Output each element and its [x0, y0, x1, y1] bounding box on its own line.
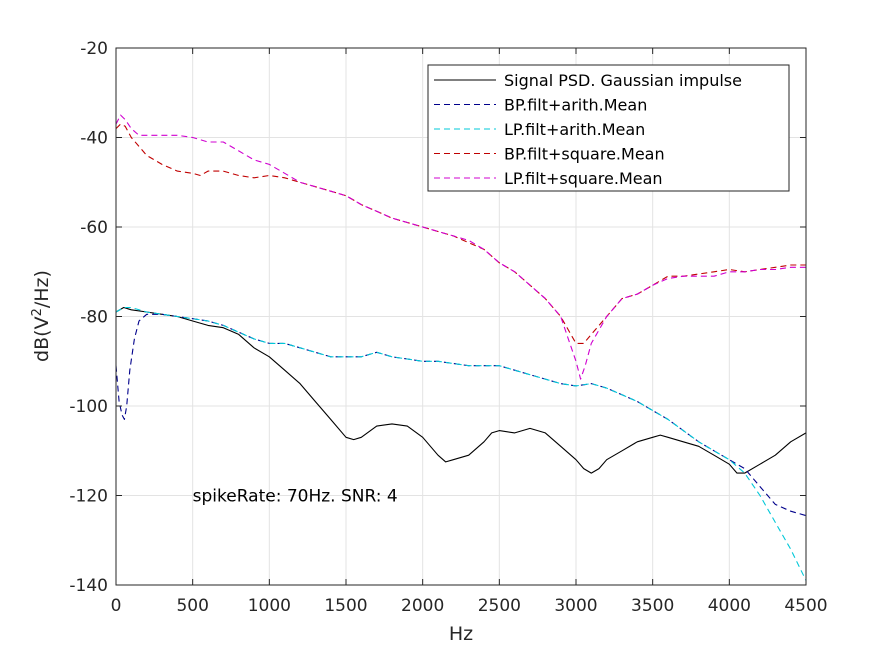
- series-line-5: [115, 114, 806, 380]
- legend-label-1: Signal PSD. Gaussian impulse: [504, 71, 742, 90]
- legend-box: [427, 64, 790, 192]
- legend-label-2: BP.filt+arith.Mean: [504, 96, 647, 115]
- legend-label-5: LP.filt+square.Mean: [504, 169, 663, 188]
- y-axis-label-main: dB(V: [31, 316, 53, 362]
- legend: Signal PSD. Gaussian impulse BP.filt+arit…: [427, 64, 790, 192]
- y-axis-label: dB(V2/Hz): [30, 270, 54, 362]
- x-tick-label: 500: [176, 596, 208, 616]
- series-line-1: [115, 306, 807, 474]
- y-tick-label: -80: [80, 308, 108, 328]
- axis-ticks: 0 500 1000 1500 2000 2500 3000 3500 4000 4500 -140…: [69, 39, 827, 616]
- y-tick-label: -40: [80, 129, 108, 149]
- legend-label-4: BP.filt+square.Mean: [504, 145, 665, 164]
- x-tick-label: 1500: [324, 596, 367, 616]
- y-tick-label: -20: [80, 39, 108, 59]
- x-tick-label: 2500: [478, 596, 521, 616]
- y-axis-label-sup: 2: [30, 308, 45, 316]
- x-axis-label: Hz: [449, 623, 473, 645]
- x-tick-label: 4500: [784, 596, 827, 616]
- x-tick-label: 3000: [554, 596, 597, 616]
- y-tick-label: -140: [69, 576, 108, 596]
- x-tick-label: 3500: [631, 596, 674, 616]
- x-tick-label: 0: [111, 596, 122, 616]
- y-tick-label: -120: [69, 487, 108, 507]
- x-tick-label: 4000: [708, 596, 751, 616]
- y-axis-label-tail: /Hz): [31, 270, 53, 308]
- legend-label-3: LP.filt+arith.Mean: [504, 120, 645, 139]
- y-tick-label: -100: [69, 397, 108, 417]
- series-layer: [115, 114, 807, 581]
- y-tick-label: -60: [80, 218, 108, 238]
- series-line-3: [115, 306, 807, 581]
- spike-rate-annotation: spikeRate: 70Hz. SNR: 4: [193, 487, 398, 507]
- x-tick-label: 2000: [401, 596, 444, 616]
- x-tick-label: 1000: [248, 596, 291, 616]
